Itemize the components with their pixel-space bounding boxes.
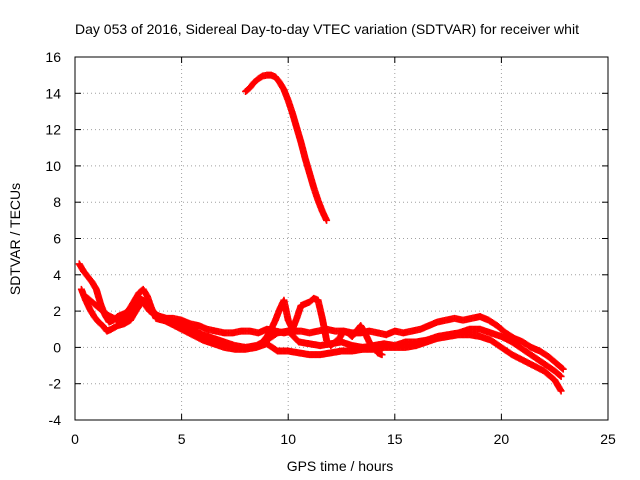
x-tick-label: 0 bbox=[71, 431, 79, 447]
series-track-4 bbox=[259, 294, 386, 359]
y-tick-label: 16 bbox=[45, 49, 61, 65]
y-tick-label: 8 bbox=[53, 194, 61, 210]
y-tick-label: 0 bbox=[53, 339, 61, 355]
y-tick-label: 10 bbox=[45, 158, 61, 174]
y-tick-label: 14 bbox=[45, 85, 61, 101]
y-tick-label: -4 bbox=[49, 412, 62, 428]
data-point bbox=[558, 364, 566, 372]
y-tick-label: 6 bbox=[53, 231, 61, 247]
grid-lines bbox=[75, 57, 608, 420]
series-track-5 bbox=[242, 71, 331, 224]
series-track-3 bbox=[82, 293, 565, 395]
data-point bbox=[323, 216, 331, 224]
chart-title: Day 053 of 2016, Sidereal Day-to-day VTE… bbox=[75, 21, 579, 37]
data-point bbox=[557, 387, 565, 395]
y-tick-label: -2 bbox=[49, 376, 62, 392]
x-tick-label: 20 bbox=[494, 431, 510, 447]
data-point bbox=[557, 372, 565, 380]
data-point bbox=[378, 351, 386, 359]
x-tick-label: 15 bbox=[387, 431, 403, 447]
data-point bbox=[556, 372, 564, 380]
y-tick-label: 2 bbox=[53, 303, 61, 319]
data-points bbox=[75, 71, 567, 395]
data-point bbox=[559, 365, 567, 373]
y-tick-label: 4 bbox=[53, 267, 61, 283]
x-tick-label: 10 bbox=[280, 431, 296, 447]
y-axis-label: SDTVAR / TECUs bbox=[7, 183, 23, 295]
x-axis-label: GPS time / hours bbox=[287, 458, 394, 474]
tick-labels: 0 5 10 15 20 25 -4 -2 0 2 4 6 8 10 12 14 16 bbox=[45, 49, 616, 447]
x-tick-label: 5 bbox=[178, 431, 186, 447]
tick-marks bbox=[74, 56, 609, 421]
x-tick-label: 25 bbox=[600, 431, 616, 447]
y-tick-label: 12 bbox=[45, 122, 61, 138]
